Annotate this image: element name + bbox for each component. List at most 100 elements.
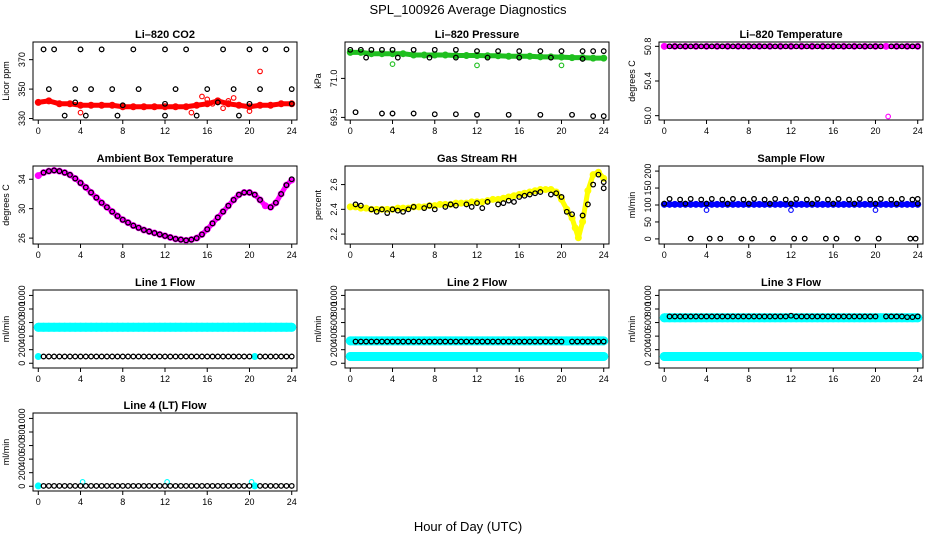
series-samples-overlay xyxy=(661,196,921,242)
x-tick-label: 20 xyxy=(556,126,566,136)
series-trend-line xyxy=(35,98,295,110)
data-point xyxy=(357,338,364,345)
data-point xyxy=(677,196,683,203)
x-tick-label: 20 xyxy=(870,126,880,136)
y-axis-label: ml/min xyxy=(1,439,11,466)
series-samples-overlay xyxy=(666,43,921,50)
data-point xyxy=(447,201,454,208)
data-point xyxy=(287,322,297,332)
data-point xyxy=(125,483,131,489)
data-point xyxy=(740,43,747,50)
x-tick-label: 24 xyxy=(287,374,297,384)
data-point xyxy=(357,202,364,209)
series-trend-line xyxy=(347,49,607,61)
x-tick-label: 24 xyxy=(913,250,923,260)
data-point xyxy=(569,211,575,218)
x-tick-label: 16 xyxy=(202,497,212,507)
data-point xyxy=(405,206,412,213)
data-point xyxy=(209,220,216,227)
data-point xyxy=(183,483,189,489)
data-point xyxy=(677,43,683,50)
data-point xyxy=(893,313,900,320)
data-point xyxy=(453,46,459,53)
y-tick-label: 30 xyxy=(17,204,27,214)
data-point xyxy=(899,43,905,50)
x-tick-label: 4 xyxy=(78,250,83,260)
data-point xyxy=(156,353,163,360)
data-point xyxy=(34,352,42,360)
data-point xyxy=(246,189,253,196)
y-tick-label: 50.4 xyxy=(643,72,653,90)
y-tick-label: 800 xyxy=(17,424,27,439)
data-point xyxy=(730,43,736,50)
series-trend-line xyxy=(347,169,607,241)
data-point xyxy=(883,313,889,320)
data-point xyxy=(437,338,443,345)
y-tick-label: 800 xyxy=(643,301,653,316)
data-point xyxy=(61,169,68,176)
x-tick-label: 4 xyxy=(78,126,83,136)
data-point xyxy=(809,43,815,50)
data-point xyxy=(788,200,794,207)
x-tick-label: 12 xyxy=(160,374,170,384)
y-tick-label: 100 xyxy=(643,197,653,212)
data-point xyxy=(288,176,295,183)
data-point xyxy=(666,196,673,202)
data-point xyxy=(904,314,911,320)
data-point xyxy=(751,313,757,320)
y-tick-label: 0 xyxy=(329,361,339,366)
data-point xyxy=(703,313,710,320)
data-point xyxy=(453,338,459,345)
data-point xyxy=(114,353,121,360)
x-tick-label: 16 xyxy=(514,374,524,384)
data-point xyxy=(278,353,285,360)
data-point xyxy=(421,205,428,211)
data-point xyxy=(600,185,607,192)
data-point xyxy=(104,204,110,211)
x-tick-label: 0 xyxy=(36,250,41,260)
y-tick-label: 1000 xyxy=(329,285,339,305)
data-point xyxy=(542,338,549,345)
panel-title: Li–820 CO2 xyxy=(135,29,195,41)
data-point xyxy=(278,191,285,197)
data-point xyxy=(188,236,195,243)
data-point xyxy=(463,338,470,345)
series-samples-overlay xyxy=(347,46,607,119)
data-point xyxy=(162,112,168,119)
data-point xyxy=(288,353,295,360)
series-avg xyxy=(346,48,608,62)
data-point xyxy=(368,46,375,53)
data-point xyxy=(72,353,79,360)
panel-10: Line 4 (LT) Flow ml/min 0 4 8 12 16 20 24 0 200400… xyxy=(1,400,298,507)
y-tick-label: 50.0 xyxy=(643,107,653,125)
panel-4: Ambient Box Temperature degrees C 0 4 8 12 16 2… xyxy=(1,153,298,260)
data-point xyxy=(521,338,528,345)
data-point xyxy=(579,56,586,62)
x-tick-label: 24 xyxy=(599,250,609,260)
data-point xyxy=(51,353,57,360)
data-point xyxy=(532,190,538,197)
data-point xyxy=(767,43,773,50)
data-point xyxy=(772,196,779,202)
data-point xyxy=(410,46,417,53)
data-point xyxy=(745,313,752,320)
data-point xyxy=(236,353,242,360)
panel-title: Sample Flow xyxy=(757,153,825,165)
data-point xyxy=(183,46,189,53)
data-point xyxy=(431,46,438,53)
data-point xyxy=(246,108,253,115)
data-point xyxy=(489,338,496,345)
data-point xyxy=(516,48,523,54)
data-point xyxy=(230,483,237,489)
data-point xyxy=(590,48,597,54)
x-tick-label: 24 xyxy=(599,126,609,136)
data-point xyxy=(788,312,794,319)
data-point xyxy=(590,113,597,119)
data-point xyxy=(230,86,237,92)
x-tick-label: 16 xyxy=(828,250,838,260)
data-point xyxy=(558,194,565,200)
data-point xyxy=(267,353,274,360)
data-point xyxy=(682,200,689,207)
data-point xyxy=(45,353,52,360)
data-point xyxy=(682,43,689,50)
